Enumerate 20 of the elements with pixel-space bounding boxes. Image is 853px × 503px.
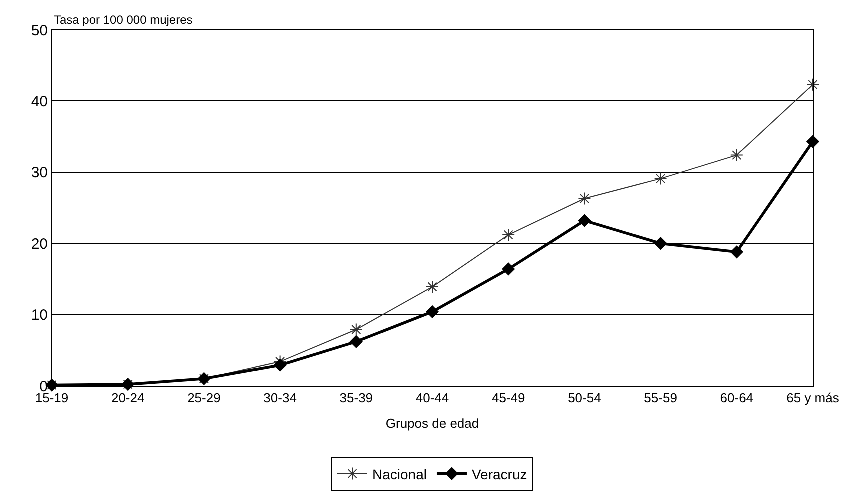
x-tick-label: 45-49 xyxy=(492,390,526,406)
y-tick-label: 20 xyxy=(31,236,48,253)
y-axis-title: Tasa por 100 000 mujeres xyxy=(54,13,193,27)
legend-label: Veracruz xyxy=(472,466,528,482)
x-axis-title: Grupos de edad xyxy=(386,416,480,432)
legend-label: Nacional xyxy=(372,466,427,482)
y-tick-label: 40 xyxy=(31,93,48,110)
x-tick-label: 40-44 xyxy=(416,390,450,406)
x-tick-label: 35-39 xyxy=(340,390,374,406)
y-tick-label: 30 xyxy=(31,164,48,182)
x-tick-label: 55-59 xyxy=(644,390,678,406)
x-tick-label: 30-34 xyxy=(264,390,297,406)
y-tick-label: 50 xyxy=(31,22,48,40)
x-tick-label: 15-19 xyxy=(35,390,69,406)
x-tick-label: 20-24 xyxy=(111,390,145,406)
x-tick-label: 60-64 xyxy=(720,390,754,406)
y-tick-label: 10 xyxy=(31,307,48,324)
x-tick-label: 50-54 xyxy=(568,390,602,406)
x-tick-label: 25-29 xyxy=(188,390,221,406)
x-tick-label: 65 y más xyxy=(786,390,840,406)
